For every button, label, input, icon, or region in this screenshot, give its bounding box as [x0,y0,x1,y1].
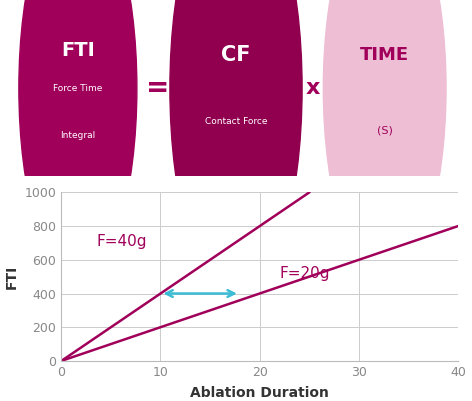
Text: Contact Force: Contact Force [205,117,267,126]
Y-axis label: FTI: FTI [5,265,19,289]
Ellipse shape [19,0,137,282]
Ellipse shape [170,0,302,301]
Text: (S): (S) [377,126,393,136]
Text: CF: CF [221,45,251,65]
Text: TIME: TIME [360,46,409,64]
Text: F=20g: F=20g [279,266,330,282]
X-axis label: Ablation Duration: Ablation Duration [190,386,329,400]
Text: x: x [306,78,320,98]
Text: =: = [146,74,170,102]
Text: F=40g: F=40g [96,234,146,249]
Text: Integral: Integral [60,131,95,140]
Text: FTI: FTI [61,41,95,60]
Ellipse shape [323,0,446,282]
Text: Force Time: Force Time [53,84,102,93]
